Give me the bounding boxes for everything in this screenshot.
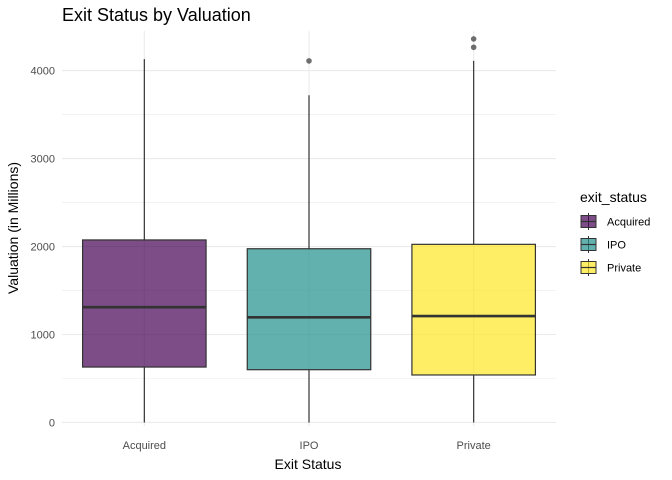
box-body	[411, 243, 537, 376]
legend-label: Private	[607, 263, 641, 275]
y-tick-label: 0	[49, 417, 55, 429]
box-body	[81, 239, 207, 368]
legend-label: IPO	[607, 240, 626, 252]
legend: exit_status Acquired IPO Private	[580, 189, 650, 276]
box-private	[411, 36, 537, 423]
outlier-point	[306, 58, 312, 64]
x-tick-label: Acquired	[123, 440, 166, 452]
chart-title: Exit Status by Valuation	[62, 5, 251, 25]
x-tick-label: Private	[457, 440, 491, 452]
legend-item-ipo: IPO	[580, 236, 626, 253]
legend-title: exit_status	[580, 189, 647, 205]
box-acquired	[81, 59, 207, 423]
y-tick-label: 2000	[31, 242, 55, 254]
y-axis-title: Valuation (in Millions)	[5, 162, 21, 294]
y-tick-label: 4000	[31, 66, 55, 78]
x-axis-ticks: Acquired IPO Private	[123, 440, 491, 452]
legend-item-private: Private	[580, 259, 641, 276]
box-body	[246, 248, 372, 371]
y-tick-label: 3000	[31, 154, 55, 166]
x-tick-label: IPO	[300, 440, 319, 452]
y-tick-label: 1000	[31, 330, 55, 342]
box-ipo	[246, 58, 372, 423]
legend-label: Acquired	[607, 217, 650, 229]
legend-item-acquired: Acquired	[580, 213, 650, 230]
x-axis-title: Exit Status	[275, 456, 342, 472]
y-axis-ticks: 0 1000 2000 3000 4000	[31, 66, 55, 430]
boxes	[81, 36, 537, 423]
outlier-point	[470, 36, 477, 42]
outlier-point	[470, 44, 477, 51]
